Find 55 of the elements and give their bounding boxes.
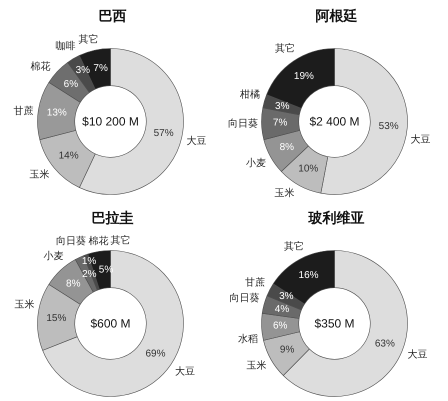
slice-label: 其它 — [284, 240, 304, 252]
slice-label: 柑橘 — [238, 88, 260, 101]
data-label: 10% — [298, 164, 318, 175]
data-label: 3% — [275, 100, 290, 112]
data-label: 2% — [82, 268, 97, 280]
data-label: 6% — [272, 320, 288, 332]
data-label: 3% — [76, 65, 90, 76]
data-label: 53% — [378, 121, 399, 132]
slice-label: 水稻 — [238, 332, 258, 345]
slice-label: 玉米 — [274, 186, 295, 199]
chart-title: 玻利维亚 — [308, 210, 364, 226]
slice-label: 向日葵 — [228, 118, 258, 130]
chart-title: 阿根廷 — [316, 8, 358, 24]
chart-title: 巴西 — [98, 8, 126, 24]
text: $350 M — [314, 316, 355, 330]
data-label: 8% — [280, 142, 294, 154]
slice-label: 大豆 — [410, 133, 431, 146]
slice-label: 甘蔗 — [14, 104, 34, 117]
data-label: 19% — [294, 71, 314, 82]
slice-label: 大豆 — [407, 348, 428, 361]
slice-label: 其它 — [275, 42, 296, 55]
slice-label: 玉米 — [14, 298, 34, 311]
slice-label: 向日葵 — [56, 235, 86, 248]
data-label: 16% — [298, 270, 319, 282]
data-label: 57% — [154, 128, 174, 139]
slice-label: 向日葵 — [230, 292, 260, 304]
slice-label: 棉花 — [88, 235, 109, 248]
data-label: 3% — [279, 290, 294, 302]
text: $10 200 M — [82, 114, 139, 128]
slice-label: 咖啡 — [56, 40, 76, 52]
slice-label: 甘蔗 — [245, 276, 266, 289]
data-label: 8% — [66, 278, 81, 290]
text: $2 400 M — [309, 114, 360, 128]
data-label: 69% — [145, 348, 166, 360]
data-label: 4% — [274, 304, 290, 315]
data-label: 7% — [272, 118, 288, 129]
data-label: 63% — [374, 338, 395, 350]
slice-label: 玉米 — [246, 360, 266, 372]
data-label: 13% — [46, 107, 67, 118]
slice-label: 大豆 — [186, 134, 206, 147]
slice-label: 小麦 — [43, 250, 64, 262]
data-label: 14% — [58, 150, 79, 162]
slice-label: 玉米 — [30, 168, 50, 180]
data-label: 15% — [46, 312, 66, 324]
data-label: 9% — [280, 344, 294, 356]
chart-title: 巴拉圭 — [92, 210, 134, 226]
text: $600 M — [90, 316, 131, 330]
data-label: 6% — [64, 78, 78, 90]
slice-label: 棉花 — [30, 60, 50, 73]
slice-label: 其它 — [78, 33, 98, 46]
slice-label: 小麦 — [246, 156, 266, 169]
slice-label: 大豆 — [174, 366, 195, 378]
slice-label: 其它 — [110, 234, 131, 246]
data-label: 7% — [93, 62, 108, 74]
data-label: 1% — [82, 256, 96, 267]
